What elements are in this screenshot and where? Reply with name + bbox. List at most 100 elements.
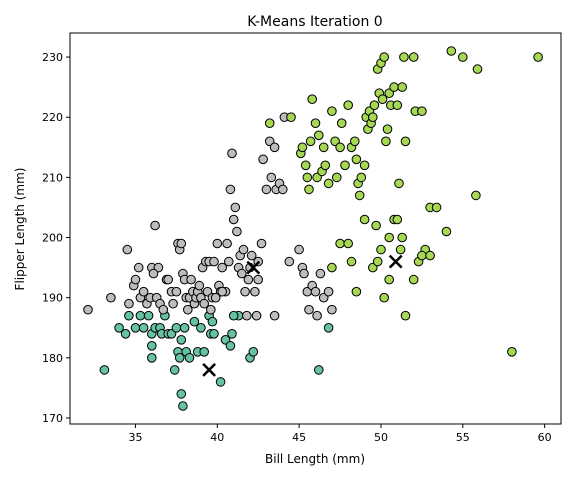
data-point <box>305 136 316 147</box>
data-point <box>350 136 360 147</box>
data-point <box>397 232 408 243</box>
data-point <box>148 268 159 279</box>
data-point <box>215 377 226 387</box>
data-point <box>224 256 234 267</box>
data-point <box>384 232 395 243</box>
data-point <box>120 329 131 339</box>
x-axis-label: Bill Length (mm) <box>265 452 365 466</box>
data-point <box>312 310 322 321</box>
data-point <box>135 310 146 321</box>
data-point <box>225 184 236 195</box>
data-point <box>507 347 517 357</box>
data-point <box>359 214 370 225</box>
data-point <box>124 310 134 321</box>
data-point <box>336 118 347 128</box>
data-point <box>227 329 237 339</box>
data-point <box>186 274 196 285</box>
data-point <box>171 323 182 333</box>
data-point <box>327 262 337 273</box>
data-point <box>332 172 342 183</box>
data-point <box>250 286 260 297</box>
data-point <box>351 154 362 165</box>
data-point <box>176 389 187 399</box>
data-point <box>176 238 187 249</box>
data-point <box>346 256 357 267</box>
x-tick-label: 35 <box>128 431 142 444</box>
centroid-marker <box>202 362 217 377</box>
data-point <box>253 274 264 285</box>
data-point <box>307 94 318 104</box>
y-tick-label: 190 <box>42 292 63 305</box>
centroid-marker <box>388 254 403 269</box>
cluster-1-points <box>83 112 337 321</box>
data-point <box>417 250 427 261</box>
data-point <box>371 220 381 231</box>
data-point <box>318 142 329 153</box>
data-point <box>302 172 313 183</box>
data-point <box>212 238 223 249</box>
data-point <box>376 244 386 255</box>
data-point <box>217 286 227 297</box>
data-point <box>238 244 249 255</box>
data-point <box>147 353 157 363</box>
data-point <box>310 118 321 128</box>
data-point <box>240 286 250 297</box>
data-point <box>335 142 345 153</box>
x-tick-label: 55 <box>456 431 470 444</box>
data-point <box>124 298 134 309</box>
data-point <box>382 124 393 134</box>
data-point <box>446 46 457 56</box>
data-point <box>359 160 370 171</box>
data-point <box>130 274 141 285</box>
data-point <box>246 250 257 261</box>
data-point <box>133 262 144 273</box>
data-point <box>379 52 390 62</box>
data-point <box>394 178 404 189</box>
data-point <box>389 82 399 92</box>
cluster-2-points <box>264 46 543 357</box>
plot-area: 35 40 45 50 55 60 170 180 190 200 210 220 230 <box>42 32 562 444</box>
y-tick-label: 220 <box>42 111 63 124</box>
data-point <box>400 136 411 147</box>
x-tick-label: 60 <box>538 431 552 444</box>
data-point <box>278 184 288 195</box>
data-point <box>130 323 141 333</box>
data-point <box>400 310 411 321</box>
data-point <box>417 106 427 116</box>
data-point <box>196 323 206 333</box>
data-point <box>384 274 395 285</box>
data-point <box>425 250 435 261</box>
data-point <box>171 286 182 297</box>
data-point <box>384 88 395 98</box>
data-point <box>150 220 160 231</box>
data-point <box>206 304 216 315</box>
data-point <box>320 160 331 171</box>
data-point <box>472 64 483 74</box>
data-point <box>122 244 133 255</box>
data-point <box>343 100 354 110</box>
data-point <box>158 304 169 315</box>
data-point <box>284 256 295 267</box>
data-point <box>431 202 442 213</box>
y-tick-label: 180 <box>42 352 63 365</box>
data-point <box>261 184 272 195</box>
data-point <box>227 148 237 159</box>
data-point <box>138 286 149 297</box>
data-point <box>304 304 314 315</box>
x-tick-label: 40 <box>210 431 224 444</box>
data-point <box>397 82 408 92</box>
data-point <box>258 154 268 165</box>
data-point <box>294 244 304 255</box>
data-point <box>369 100 380 110</box>
data-point <box>471 190 481 201</box>
y-tick-label: 170 <box>42 412 63 425</box>
data-point <box>356 172 367 183</box>
data-point <box>335 238 345 249</box>
data-point <box>143 310 154 321</box>
data-point <box>304 184 314 195</box>
data-point <box>183 304 193 315</box>
data-point <box>232 226 242 237</box>
data-point <box>114 323 124 333</box>
